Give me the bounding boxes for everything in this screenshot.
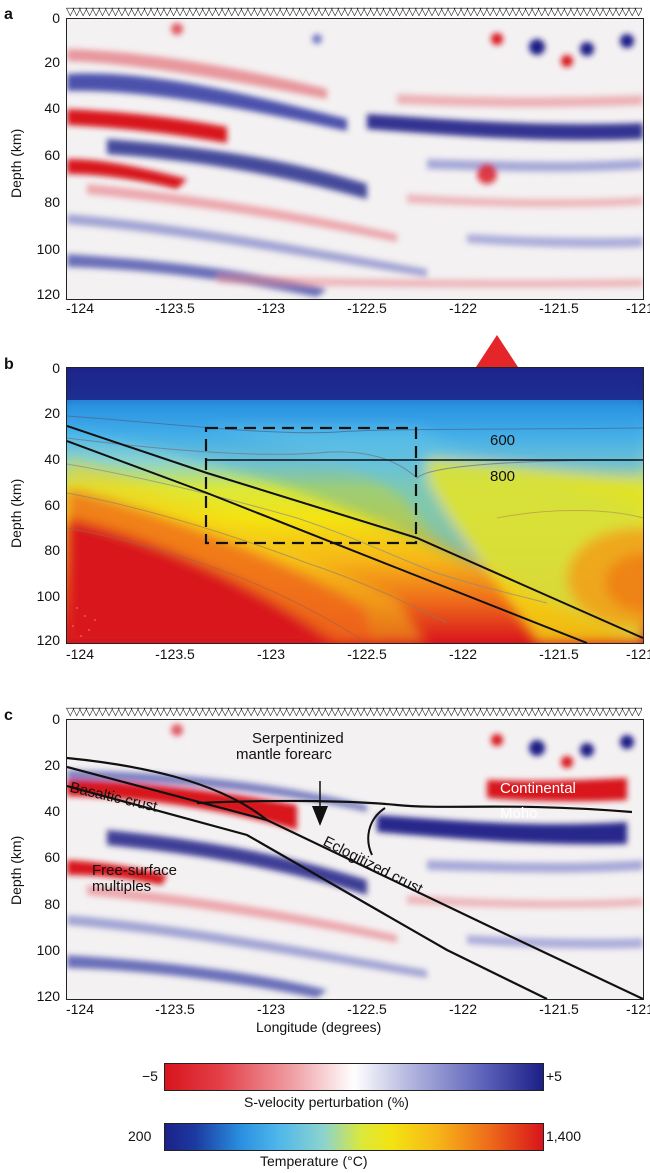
panel-a-xtick: -123.5 <box>155 300 195 316</box>
temp-colorbar-max: 1,400 <box>546 1128 582 1144</box>
panel-c-xtick: -122 <box>448 1001 478 1017</box>
panel-b-xtick: -123 <box>256 646 286 662</box>
panel-a-xtick: -122 <box>448 300 478 316</box>
panel-a-ylabel: Depth (km) <box>8 128 24 198</box>
panel-a-ytick: 0 <box>52 10 60 26</box>
panel-c-ytick: 80 <box>44 896 60 912</box>
panel-a-ytick: 20 <box>44 54 60 70</box>
panel-b-xtick: -121 <box>625 646 650 662</box>
panel-c-ytick: 40 <box>44 803 60 819</box>
temp-colorbar-title: Temperature (°C) <box>260 1153 368 1169</box>
panel-c-plot <box>66 719 644 1000</box>
panel-a-ytick: 60 <box>44 147 60 163</box>
panel-b-xtick: -122 <box>448 646 478 662</box>
sv-colorbar-max: +5 <box>546 1068 562 1084</box>
panel-a-xtick: -121.5 <box>539 300 579 316</box>
contour-800-label: 800 <box>490 468 516 485</box>
panel-b-image <box>67 368 643 643</box>
panel-c-ytick: 100 <box>36 942 60 958</box>
panel-c-ylabel: Depth (km) <box>8 835 24 905</box>
panel-c-xtick: -122.5 <box>347 1001 387 1017</box>
sv-colorbar <box>164 1063 544 1091</box>
sv-colorbar-title: S-velocity perturbation (%) <box>244 1094 409 1110</box>
serpentinized-label-1: Serpentinized <box>252 730 344 747</box>
panel-b-ytick: 80 <box>44 542 60 558</box>
panel-c-xtick: -124 <box>65 1001 95 1017</box>
panel-b-xtick: -122.5 <box>347 646 387 662</box>
panel-b-ytick: 100 <box>36 588 60 604</box>
continental-label: Continental <box>500 780 576 797</box>
temp-colorbar <box>164 1123 544 1151</box>
panel-b-xtick: -124 <box>65 646 95 662</box>
panel-a-ytick: 40 <box>44 100 60 116</box>
panel-a-xtick: -124 <box>65 300 95 316</box>
panel-a-plot <box>66 18 644 300</box>
panel-a-xtick: -121 <box>625 300 650 316</box>
panel-b-ytick: 60 <box>44 497 60 513</box>
panel-c-ytick: 0 <box>52 711 60 727</box>
panel-c-ytick: 60 <box>44 849 60 865</box>
panel-a-xtick: -123 <box>256 300 286 316</box>
contour-600-label: 600 <box>490 432 516 449</box>
panel-c-xlabel: Longitude (degrees) <box>256 1019 382 1035</box>
panel-b-ylabel: Depth (km) <box>8 478 24 548</box>
panel-a-ytick: 100 <box>36 241 60 257</box>
panel-c-station-markers: ▽▽▽▽▽▽▽▽▽▽▽▽▽▽▽▽▽▽▽▽▽▽▽▽▽▽▽▽▽▽▽▽▽▽▽▽▽▽▽▽… <box>66 706 642 718</box>
panel-c-letter: c <box>4 707 13 724</box>
panel-b-xtick: -121.5 <box>539 646 579 662</box>
panel-a-ytick: 80 <box>44 194 60 210</box>
panel-a-station-markers: ▽▽▽▽▽▽▽▽▽▽▽▽▽▽▽▽▽▽▽▽▽▽▽▽▽▽▽▽▽▽▽▽▽▽▽▽▽▽▽▽… <box>66 6 642 18</box>
serpentinized-label-2: mantle forearc <box>236 746 332 763</box>
panel-a-ytick: 120 <box>36 286 60 302</box>
panel-b-ytick: 20 <box>44 405 60 421</box>
moho-label: Moho <box>500 805 538 822</box>
panel-c-image <box>67 724 643 999</box>
panel-b-ytick: 0 <box>52 360 60 376</box>
sv-colorbar-min: −5 <box>142 1068 158 1084</box>
panel-b-ytick: 120 <box>36 632 60 648</box>
panel-a-image <box>67 23 643 297</box>
volcano-icon <box>476 335 518 367</box>
temp-colorbar-min: 200 <box>128 1128 152 1144</box>
panel-a-letter: a <box>4 6 13 23</box>
panel-b-ytick: 40 <box>44 451 60 467</box>
panel-c-xtick: -123.5 <box>155 1001 195 1017</box>
panel-c-xtick: -123 <box>256 1001 286 1017</box>
panel-c-xtick: -121.5 <box>539 1001 579 1017</box>
panel-b-letter: b <box>4 356 14 373</box>
panel-c-xtick: -121 <box>625 1001 650 1017</box>
panel-c-ytick: 120 <box>36 988 60 1004</box>
free-surface-label-2: multiples <box>92 878 152 895</box>
panel-b-xtick: -123.5 <box>155 646 195 662</box>
free-surface-label-1: Free-surface <box>92 862 178 879</box>
panel-b-plot <box>66 367 644 644</box>
panel-c-ytick: 20 <box>44 757 60 773</box>
panel-a-xtick: -122.5 <box>347 300 387 316</box>
